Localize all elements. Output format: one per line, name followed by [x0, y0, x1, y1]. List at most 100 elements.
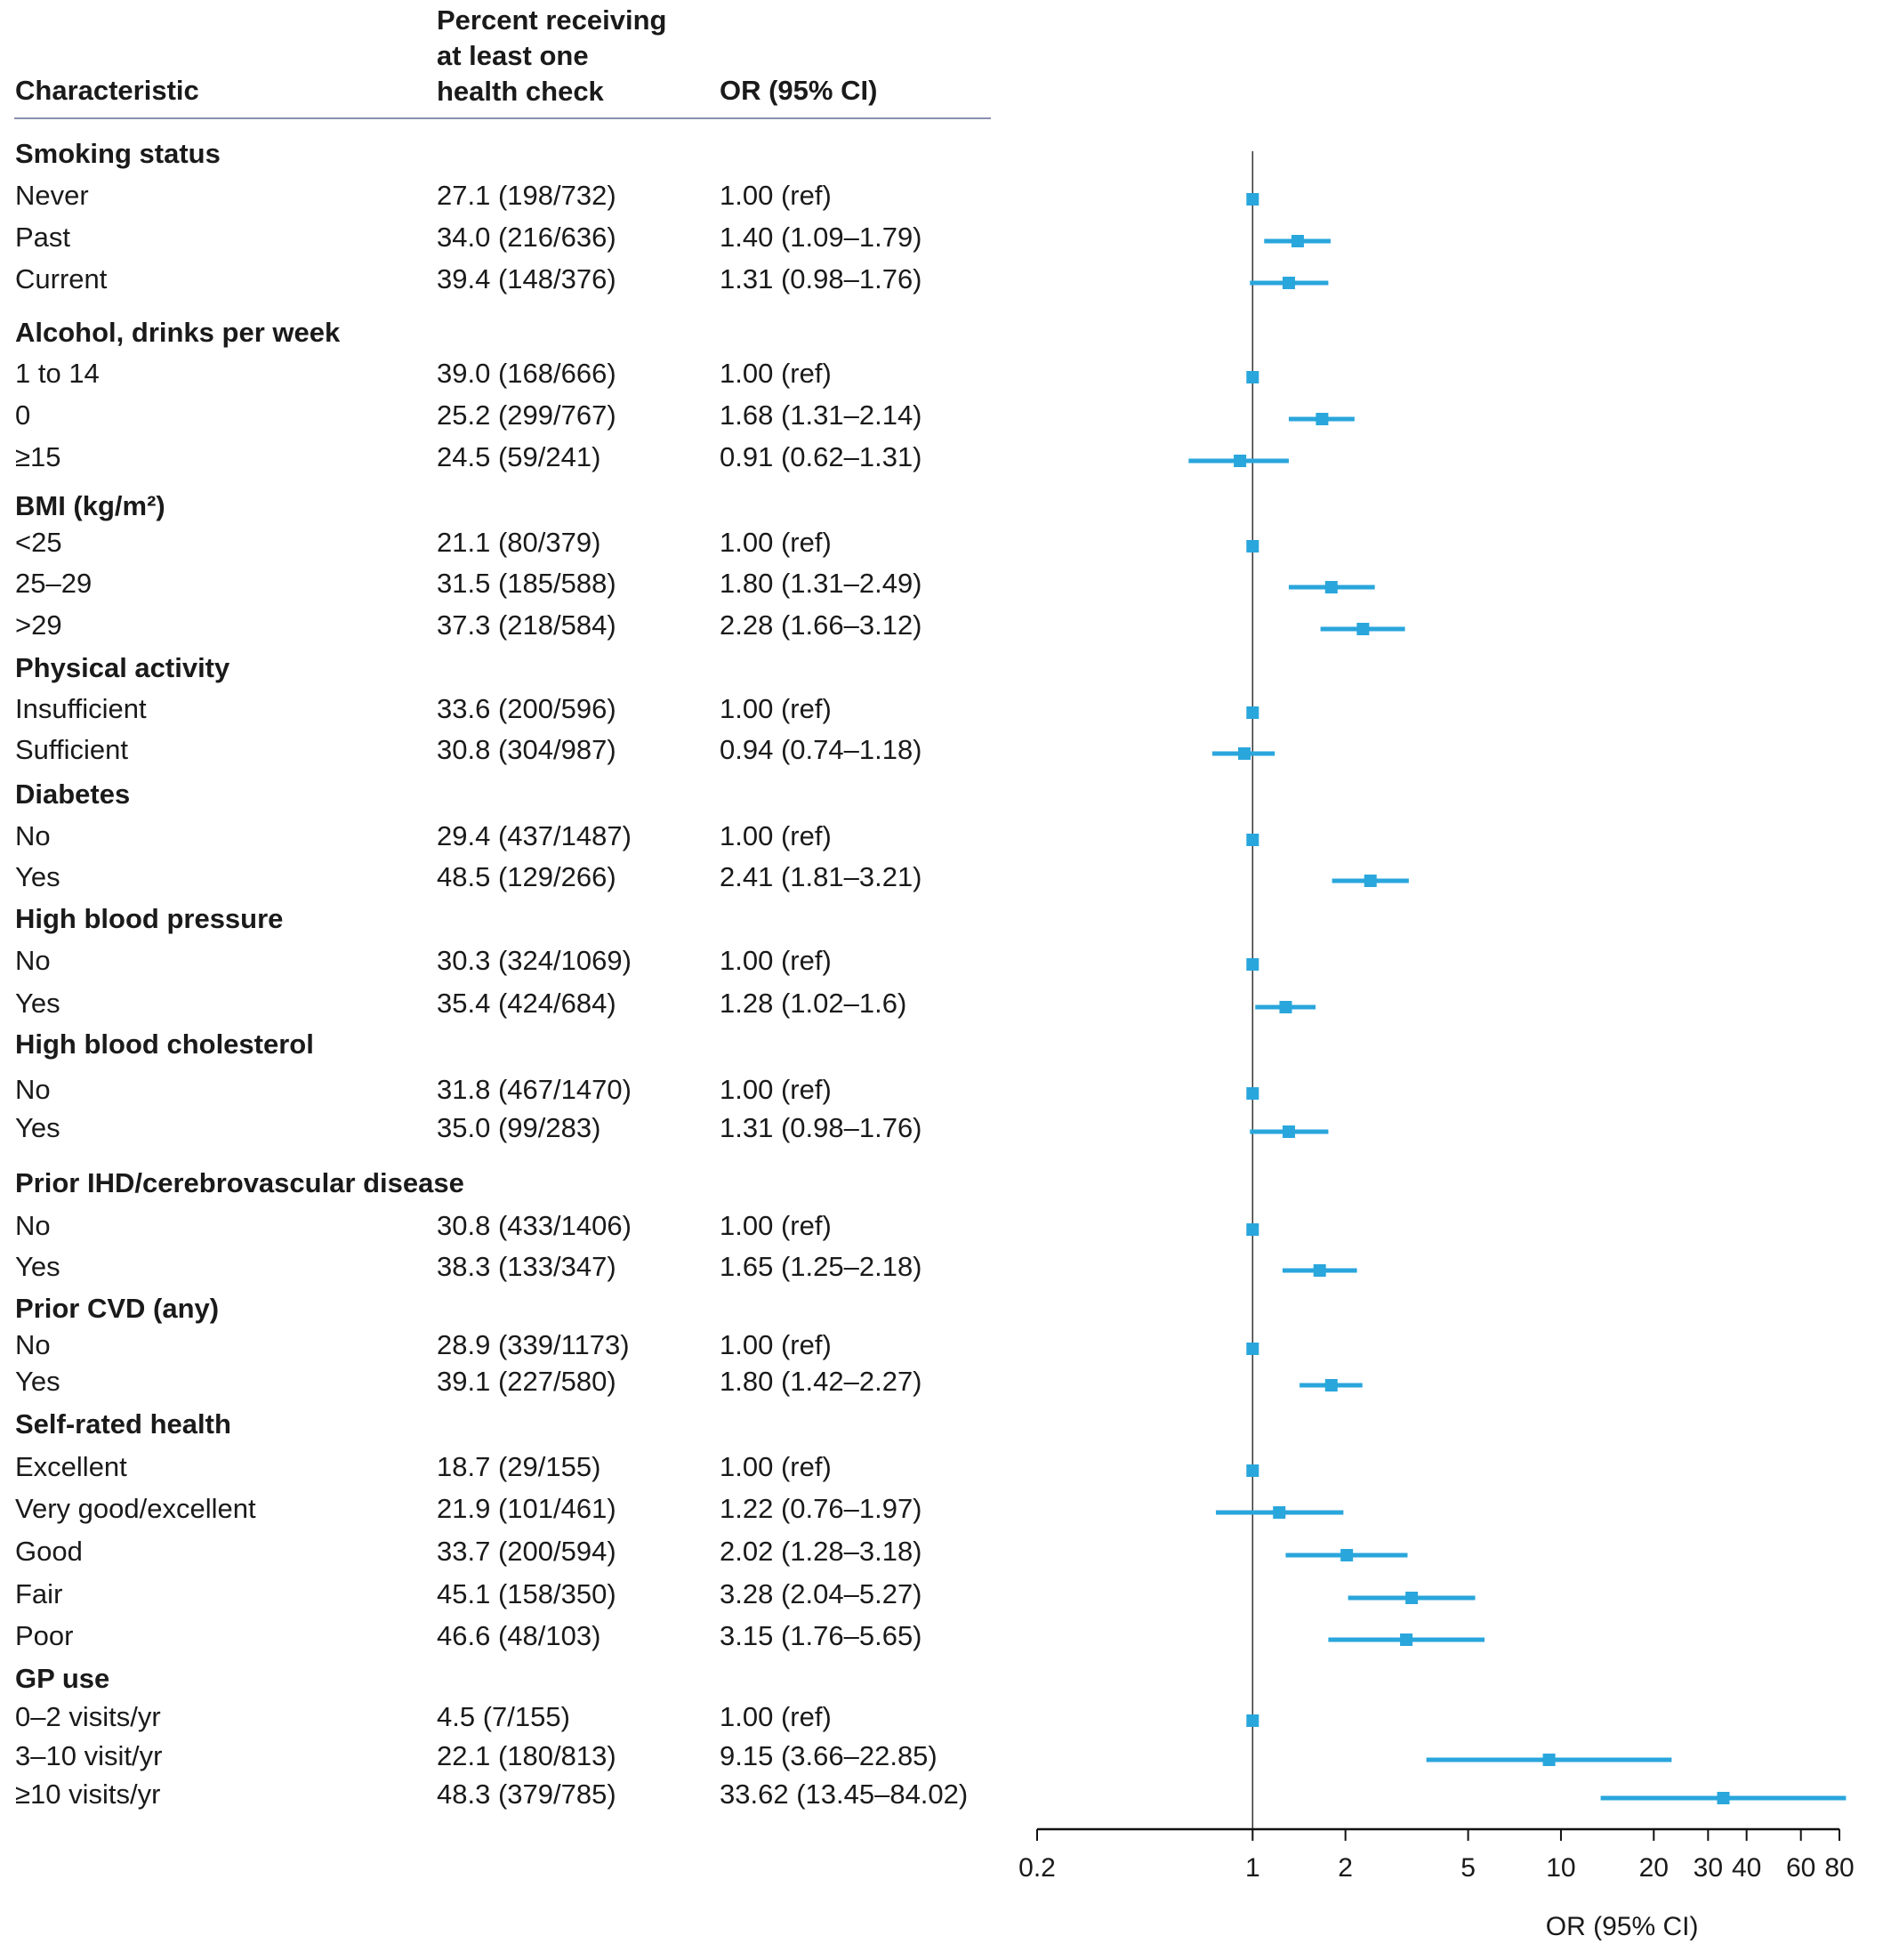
row-label: 0 — [15, 399, 31, 431]
row-or: 2.28 (1.66–3.12) — [720, 609, 922, 641]
row-or: 1.68 (1.31–2.14) — [720, 399, 922, 431]
group-heading: Diabetes — [15, 778, 131, 810]
row-percent: 4.5 (7/155) — [437, 1701, 570, 1732]
row-percent: 45.1 (158/350) — [437, 1578, 616, 1609]
group-heading: High blood pressure — [15, 903, 284, 934]
row-label: Excellent — [15, 1451, 127, 1482]
row-or: 1.00 (ref) — [720, 1074, 832, 1105]
row-percent: 24.5 (59/241) — [437, 441, 601, 472]
row-or: 1.00 (ref) — [720, 527, 832, 558]
row-percent: 39.0 (168/666) — [437, 358, 616, 389]
or-marker — [1246, 1343, 1259, 1355]
row-percent: 30.8 (433/1406) — [437, 1210, 632, 1241]
row-label: Yes — [15, 1366, 60, 1397]
row-label: <25 — [15, 527, 62, 558]
group-heading: BMI (kg/m²) — [15, 490, 165, 521]
row-or: 9.15 (3.66–22.85) — [720, 1740, 937, 1771]
or-marker — [1279, 1001, 1292, 1013]
x-tick-label: 60 — [1786, 1853, 1815, 1883]
header-percent-line-1: Percent receiving — [437, 4, 667, 36]
row-label: Yes — [15, 1112, 60, 1143]
or-marker — [1324, 1379, 1338, 1391]
group-heading: Smoking status — [15, 138, 221, 169]
header-percent-line-2: at least one — [437, 40, 589, 71]
or-marker — [1246, 958, 1259, 971]
row-label: ≥15 — [15, 441, 61, 472]
row-label: Current — [15, 263, 108, 294]
or-marker — [1246, 193, 1259, 206]
x-tick-label: 20 — [1639, 1853, 1669, 1883]
row-percent: 34.0 (216/636) — [437, 222, 616, 253]
or-marker — [1246, 1087, 1259, 1100]
row-label: >29 — [15, 609, 62, 641]
or-marker — [1282, 277, 1295, 289]
row-or: 0.91 (0.62–1.31) — [720, 441, 922, 472]
row-or: 1.00 (ref) — [720, 1701, 832, 1732]
row-percent: 25.2 (299/767) — [437, 399, 616, 431]
or-marker — [1273, 1506, 1286, 1519]
row-or: 1.00 (ref) — [720, 180, 832, 211]
or-marker — [1291, 235, 1304, 247]
row-or: 1.00 (ref) — [720, 1451, 832, 1482]
row-percent: 28.9 (339/1173) — [437, 1329, 630, 1360]
or-marker — [1246, 1714, 1259, 1727]
x-tick-label: 10 — [1546, 1853, 1575, 1883]
x-tick-label: 80 — [1824, 1853, 1854, 1883]
row-label: Yes — [15, 988, 60, 1019]
x-tick-label: 40 — [1732, 1853, 1761, 1883]
group-heading: GP use — [15, 1663, 110, 1694]
x-tick-label: 2 — [1338, 1853, 1353, 1883]
row-percent: 39.1 (227/580) — [437, 1366, 616, 1397]
or-marker — [1246, 834, 1259, 846]
row-percent: 35.0 (99/283) — [437, 1112, 601, 1143]
row-or: 0.94 (0.74–1.18) — [720, 734, 922, 765]
or-marker — [1324, 581, 1338, 593]
x-tick-label: 30 — [1694, 1853, 1723, 1883]
or-marker — [1405, 1592, 1419, 1604]
row-percent: 33.7 (200/594) — [437, 1536, 616, 1567]
row-percent: 48.3 (379/785) — [437, 1779, 616, 1810]
row-label: No — [15, 1329, 51, 1360]
row-or: 2.41 (1.81–3.21) — [720, 861, 922, 892]
row-label: Sufficient — [15, 734, 128, 765]
group-heading: High blood cholesterol — [15, 1028, 314, 1060]
row-percent: 37.3 (218/584) — [437, 609, 616, 641]
or-marker — [1340, 1549, 1354, 1561]
row-label: 0–2 visits/yr — [15, 1701, 161, 1732]
or-marker — [1246, 1223, 1259, 1236]
row-percent: 21.9 (101/461) — [437, 1493, 616, 1524]
row-label: Never — [15, 180, 89, 211]
row-percent: 46.6 (48/103) — [437, 1620, 601, 1651]
row-or: 1.40 (1.09–1.79) — [720, 222, 922, 253]
row-label: No — [15, 820, 51, 851]
row-or: 1.00 (ref) — [720, 693, 832, 724]
or-marker — [1282, 1125, 1295, 1138]
row-or: 1.28 (1.02–1.6) — [720, 988, 907, 1019]
row-label: Fair — [15, 1578, 63, 1609]
row-label: Insufficient — [15, 693, 147, 724]
header-percent-line-3: health check — [437, 76, 604, 107]
row-percent: 29.4 (437/1487) — [437, 820, 632, 851]
row-percent: 35.4 (424/684) — [437, 988, 616, 1019]
header-percent: Percent receiving at least one health ch… — [437, 3, 666, 109]
header-divider — [14, 117, 991, 119]
row-or: 1.80 (1.42–2.27) — [720, 1366, 922, 1397]
row-label: 3–10 visit/yr — [15, 1740, 163, 1771]
row-label: Very good/excellent — [15, 1493, 256, 1524]
row-or: 1.00 (ref) — [720, 1210, 832, 1241]
row-or: 1.00 (ref) — [720, 820, 832, 851]
or-marker — [1717, 1792, 1730, 1804]
or-marker — [1237, 747, 1251, 760]
row-or: 2.02 (1.28–3.18) — [720, 1536, 922, 1567]
row-percent: 31.8 (467/1470) — [437, 1074, 632, 1105]
row-percent: 33.6 (200/596) — [437, 693, 616, 724]
row-or: 3.28 (2.04–5.27) — [720, 1578, 922, 1609]
row-percent: 30.8 (304/987) — [437, 734, 616, 765]
or-marker — [1246, 1464, 1259, 1477]
row-label: No — [15, 1210, 51, 1241]
row-percent: 30.3 (324/1069) — [437, 945, 632, 976]
row-label: Good — [15, 1536, 83, 1567]
or-marker — [1246, 706, 1259, 719]
group-heading: Self-rated health — [15, 1408, 231, 1440]
